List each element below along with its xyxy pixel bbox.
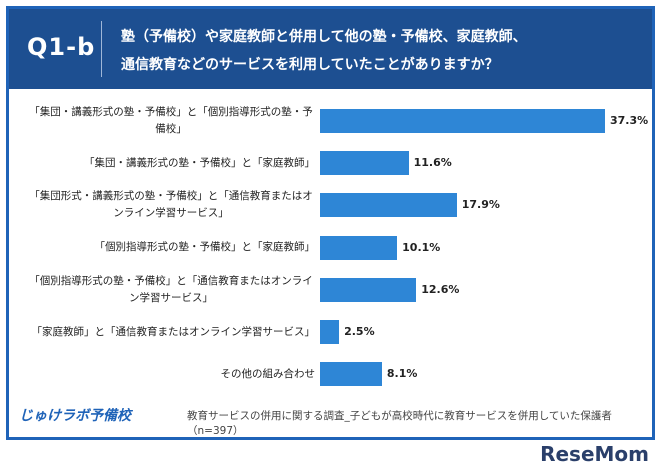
category: 「集団形式・講義形式の塾・予備校」と「通信教育またはオンライン学習サービス」 — [23, 185, 315, 225]
bar-row: 「個別指導形式の塾・予備校」と「家庭教師」 10.1% — [9, 228, 652, 268]
bar — [320, 151, 409, 176]
watermark: ReseMom — [540, 442, 649, 466]
question-line: 塾（予備校）や家庭教師と併用して他の塾・予備校、家庭教師、 — [121, 29, 527, 45]
value-label: 12.6% — [421, 282, 460, 296]
bar-row: 「集団・講義形式の塾・予備校」と「家庭教師」 11.6% — [9, 143, 652, 183]
bar — [320, 362, 382, 387]
category-label: 「集団形式・講義形式の塾・予備校」と「通信教育またはオンライン学習サービス」 — [29, 190, 313, 220]
bar-row: 「個別指導形式の塾・予備校」と「通信教育またはオンライン学習サービス」 12.6% — [9, 270, 652, 310]
category-label: 「家庭教師」と「通信教育またはオンライン学習サービス」 — [31, 325, 316, 338]
bar-row: 「集団形式・講義形式の塾・予備校」と「通信教育またはオンライン学習サービス」 17… — [9, 185, 652, 225]
bar — [320, 193, 457, 218]
bar — [320, 320, 340, 344]
category-label: その他の組み合わせ — [220, 367, 316, 380]
value-label: 2.5% — [344, 325, 375, 338]
category: 「集団・講義形式の塾・予備校」と「個別指導形式の塾・予備校」 — [23, 101, 315, 141]
divider — [101, 21, 102, 77]
category-label: 「集団・講義形式の塾・予備校」と「個別指導形式の塾・予備校」 — [29, 106, 313, 135]
frame: Q1-b 塾（予備校）や家庭教師と併用して他の塾・予備校、家庭教師、 通信教育な… — [6, 6, 655, 440]
category: 「集団・講義形式の塾・予備校」と「家庭教師」 — [23, 143, 315, 183]
logo: じゅけラボ予備校 — [19, 408, 131, 424]
source-note: 教育サービスの併用に関する調査_子どもが高校時代に教育サービスを併用していた保護… — [187, 410, 612, 437]
value-label: 11.6% — [413, 156, 452, 170]
question-line: 通信教育などのサービスを利用していたことがありますか？ — [121, 57, 499, 73]
category-label: 「個別指導形式の塾・予備校」と「家庭教師」 — [94, 241, 316, 254]
bar — [320, 109, 605, 133]
question-label: Q1-b — [27, 33, 96, 61]
bar — [320, 235, 398, 260]
bar — [320, 277, 417, 302]
category-label: 「集団・講義形式の塾・予備校」と「家庭教師」 — [84, 156, 315, 169]
value-label: 17.9% — [461, 198, 500, 212]
category: その他の組み合わせ — [23, 354, 316, 394]
question: 塾（予備校）や家庭教師と併用して他の塾・予備校、家庭教師、 通信教育などのサービ… — [121, 23, 527, 79]
category: 「個別指導形式の塾・予備校」と「通信教育またはオンライン学習サービス」 — [23, 270, 315, 310]
category: 「個別指導形式の塾・予備校」と「家庭教師」 — [23, 228, 316, 268]
chart: 「集団・講義形式の塾・予備校」と「個別指導形式の塾・予備校」 37.3% 「集団・講… — [9, 97, 652, 409]
value-label: 8.1% — [386, 367, 418, 381]
header: Q1-b 塾（予備校）や家庭教師と併用して他の塾・予備校、家庭教師、 通信教育な… — [9, 9, 652, 89]
value-label: 10.1% — [402, 240, 441, 254]
bar-row: 「家庭教師」と「通信教育またはオンライン学習サービス」 2.5% — [9, 312, 652, 352]
category: 「家庭教師」と「通信教育またはオンライン学習サービス」 — [23, 312, 316, 352]
category-label: 「個別指導形式の塾・予備校」と「通信教育またはオンライン学習サービス」 — [29, 274, 313, 304]
value-label: 37.3% — [609, 114, 649, 127]
bar-row: その他の組み合わせ 8.1% — [9, 354, 652, 394]
bar-row: 「集団・講義形式の塾・予備校」と「個別指導形式の塾・予備校」 37.3% — [9, 101, 652, 141]
